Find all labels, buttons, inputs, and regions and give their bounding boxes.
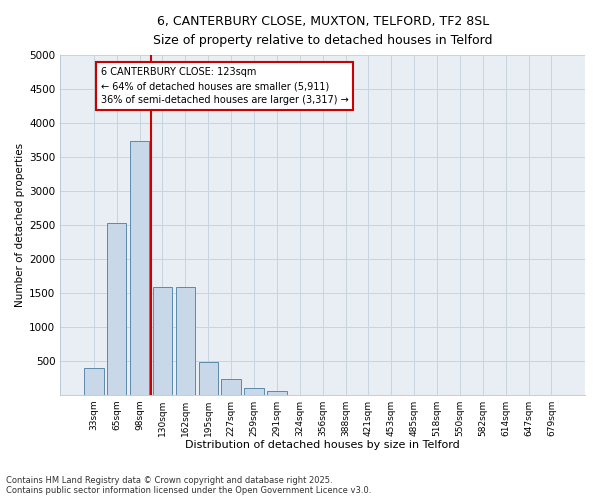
Bar	[221, 379, 241, 394]
Bar	[107, 224, 127, 394]
Bar	[267, 391, 287, 394]
Bar	[130, 142, 149, 394]
Bar	[84, 368, 104, 394]
Bar	[153, 288, 172, 395]
Bar	[244, 388, 264, 394]
Title: 6, CANTERBURY CLOSE, MUXTON, TELFORD, TF2 8SL
Size of property relative to detac: 6, CANTERBURY CLOSE, MUXTON, TELFORD, TF…	[153, 15, 493, 47]
Bar	[199, 362, 218, 394]
Bar	[176, 288, 195, 395]
Y-axis label: Number of detached properties: Number of detached properties	[15, 143, 25, 307]
Text: 6 CANTERBURY CLOSE: 123sqm
← 64% of detached houses are smaller (5,911)
36% of s: 6 CANTERBURY CLOSE: 123sqm ← 64% of deta…	[101, 68, 349, 106]
Text: Contains HM Land Registry data © Crown copyright and database right 2025.
Contai: Contains HM Land Registry data © Crown c…	[6, 476, 371, 495]
X-axis label: Distribution of detached houses by size in Telford: Distribution of detached houses by size …	[185, 440, 460, 450]
